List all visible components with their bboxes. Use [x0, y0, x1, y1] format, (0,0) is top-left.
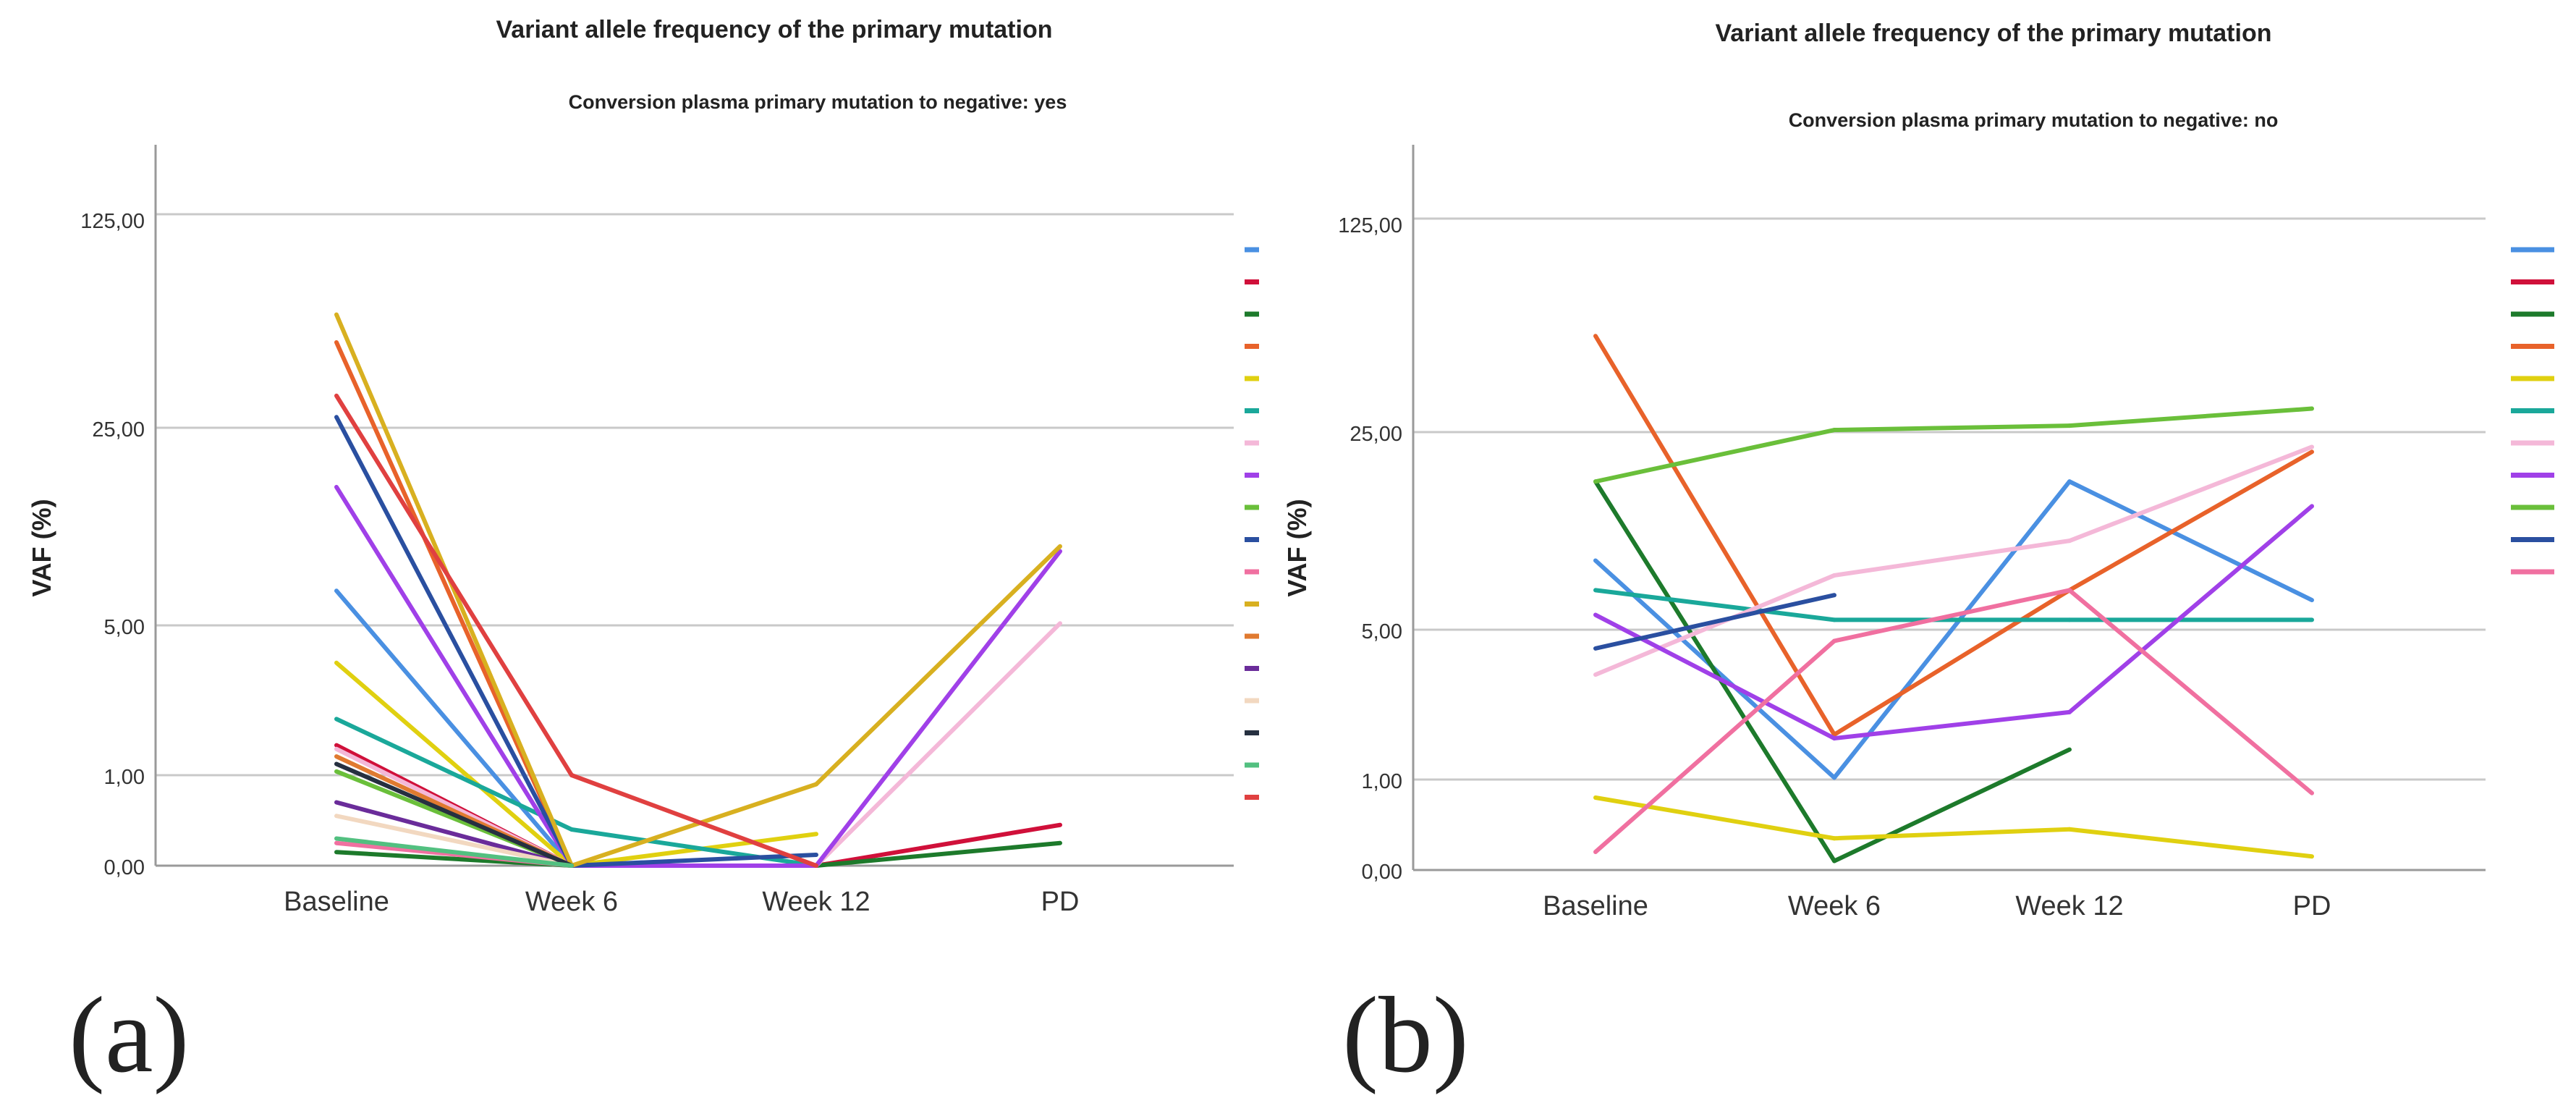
- series-9-segment: [2067, 406, 2314, 428]
- legend-b: [2511, 247, 2554, 575]
- chart-panel-a: Variant allele frequency of the primary …: [27, 16, 1259, 1095]
- y-tick-label-0: 0,00: [104, 856, 145, 879]
- series-3-segment: [1593, 479, 1836, 863]
- series-9-segment: [1593, 428, 1836, 484]
- series-8-segment: [334, 484, 574, 868]
- series-8-segment: [814, 549, 1062, 868]
- series-6-segment: [1593, 588, 1836, 622]
- x-tick-label-week-6: Week 6: [1788, 891, 1881, 921]
- series-group-a: [334, 312, 1062, 868]
- y-axis-label: VAF (%): [1282, 499, 1312, 596]
- series-7-segment: [1832, 539, 2072, 578]
- y-tick-label-125: 125,00: [1338, 214, 1402, 237]
- series-7-segment: [2067, 444, 2314, 544]
- series-3-segment: [814, 840, 1062, 868]
- series-5-segment: [569, 832, 818, 868]
- y-tick-label-1: 1,00: [1362, 770, 1402, 793]
- series-8-segment: [1593, 612, 1836, 741]
- series-5-segment: [1593, 795, 1836, 841]
- x-tick-label-pd: PD: [2293, 891, 2331, 921]
- y-tick-label-125: 125,00: [80, 210, 145, 233]
- series-14-segment: [334, 800, 574, 868]
- series-2-segment: [814, 822, 1062, 868]
- chart-subtitle: Conversion plasma primary mutation to ne…: [1789, 109, 2279, 131]
- series-1-segment: [334, 588, 574, 868]
- y-axis-label: VAF (%): [27, 499, 56, 596]
- series-5-segment: [2067, 827, 2314, 859]
- series-1-segment: [1832, 479, 2072, 780]
- series-4-segment: [1593, 334, 1836, 737]
- y-tick-label-5: 5,00: [104, 616, 145, 639]
- series-12-segment: [334, 312, 574, 868]
- series-8-segment: [1832, 709, 2072, 741]
- series-4-segment: [1832, 588, 2072, 737]
- x-tick-label-week-12: Week 12: [762, 887, 870, 917]
- series-11-segment: [2067, 588, 2314, 795]
- chart-title: Variant allele frequency of the primary …: [496, 16, 1053, 43]
- series-17-segment: [334, 836, 574, 868]
- series-11-segment: [1832, 588, 2072, 643]
- series-11-segment: [1593, 638, 1836, 854]
- series-18-segment: [569, 773, 818, 868]
- y-tick-label-25: 25,00: [92, 418, 145, 442]
- series-6-segment: [334, 717, 574, 832]
- series-12-segment: [569, 782, 818, 868]
- series-4-segment: [2067, 449, 2314, 593]
- series-5-segment: [334, 660, 574, 868]
- y-tick-label-1: 1,00: [104, 766, 145, 789]
- series-8-segment: [2067, 504, 2314, 714]
- x-tick-label-week-6: Week 6: [525, 887, 618, 917]
- series-group-b: [1593, 334, 2314, 863]
- y-tick-label-25: 25,00: [1350, 423, 1402, 446]
- x-tick-label-week-12: Week 12: [2015, 891, 2123, 921]
- series-15-segment: [334, 814, 574, 868]
- x-tick-label-pd: PD: [1041, 887, 1080, 917]
- series-3-segment: [1832, 747, 2072, 863]
- series-7-segment: [814, 621, 1062, 868]
- series-10-segment: [1593, 593, 1836, 651]
- chart-subtitle: Conversion plasma primary mutation to ne…: [569, 91, 1067, 113]
- series-5-segment: [1832, 827, 2072, 841]
- legend-a: [1245, 247, 1259, 800]
- y-tick-label-0: 0,00: [1362, 861, 1402, 884]
- series-10-segment: [334, 415, 574, 868]
- y-tick-label-5: 5,00: [1362, 620, 1402, 643]
- chart-title: Variant allele frequency of the primary …: [1716, 20, 2272, 47]
- series-1-segment: [2067, 479, 2314, 603]
- series-18-segment: [334, 393, 574, 777]
- series-6-segment: [569, 827, 818, 868]
- series-16-segment: [334, 761, 574, 868]
- series-10-segment: [569, 853, 818, 868]
- x-tick-label-baseline: Baseline: [1543, 891, 1648, 921]
- series-12-segment: [814, 544, 1062, 787]
- series-9-segment: [1832, 423, 2072, 433]
- x-tick-label-baseline: Baseline: [284, 887, 389, 917]
- panel-label-b: (b): [1342, 975, 1469, 1095]
- chart-panel-b: Variant allele frequency of the primary …: [1282, 20, 2554, 1095]
- series-7-segment: [1593, 573, 1836, 677]
- panel-label-a: (a): [69, 975, 189, 1095]
